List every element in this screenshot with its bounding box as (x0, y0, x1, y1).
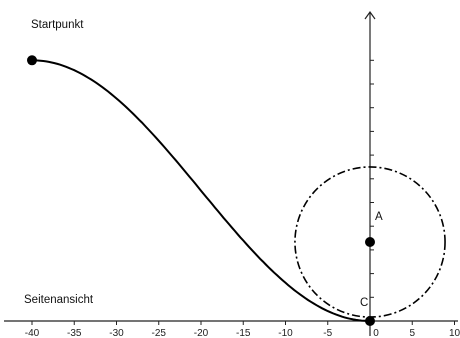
x-tick-label: -30 (109, 328, 124, 338)
start-label: Startpunkt (31, 19, 84, 31)
x-tick-label: 0 (373, 328, 379, 338)
point-a-label: A (375, 211, 383, 223)
x-axis-ticks: -40 -35 -30 -25 -20 -15 -10 -5 0 5 10 (25, 321, 460, 338)
start-point (27, 55, 37, 66)
x-tick-label: 5 (409, 328, 415, 338)
side-view-label: Seitenansicht (24, 294, 94, 306)
x-tick-label: -40 (25, 328, 40, 338)
x-tick-label: -15 (236, 328, 251, 338)
y-axis-ticks (370, 59, 374, 298)
point-c-label: C (360, 297, 368, 309)
point-a (365, 237, 375, 247)
x-tick-label: 10 (449, 328, 460, 338)
slide-curve (32, 59, 370, 322)
x-tick-label: -20 (194, 328, 209, 338)
y-axis-arrow-icon (364, 10, 376, 20)
point-c (365, 316, 375, 326)
x-tick-label: -25 (152, 328, 167, 338)
axes (4, 10, 458, 336)
x-tick-label: -35 (67, 328, 82, 338)
x-tick-label: -5 (323, 328, 332, 338)
x-tick-label: -10 (278, 328, 293, 338)
